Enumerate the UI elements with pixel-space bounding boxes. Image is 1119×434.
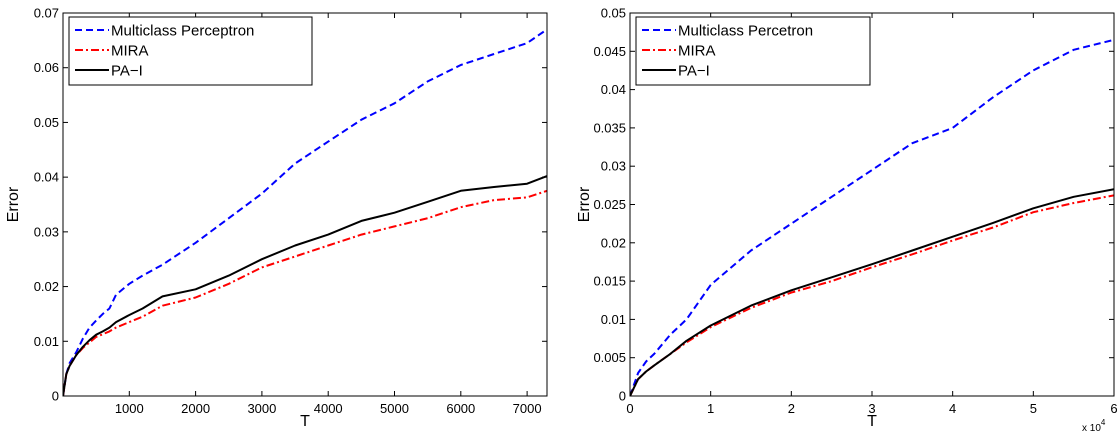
legend-label-3: PA−I	[111, 63, 143, 80]
x-tick-label: 2000	[181, 401, 210, 416]
x-tick-label: 1	[707, 401, 714, 416]
x-tick-label: 5	[1030, 401, 1037, 416]
legend-label-3: PA−I	[678, 63, 710, 80]
y-tick-label: 0.07	[34, 6, 59, 21]
x-axis-label: T	[300, 413, 310, 430]
y-tick-label: 0.02	[34, 279, 59, 294]
x-tick-label: 4	[949, 401, 956, 416]
legend: Multiclass Perceptron MIRA PA−I	[68, 16, 313, 86]
y-tick-label: 0.03	[601, 159, 626, 174]
y-tick-label: 0.05	[34, 115, 59, 130]
series-line-3	[630, 188, 1114, 396]
x-axis-label: T	[867, 413, 877, 430]
legend-box	[635, 16, 871, 86]
y-tick-label: 0.04	[34, 170, 59, 185]
series-line-2	[63, 189, 547, 396]
chart-panel-1: 1000 2000 3000 4000 5000 6000 7000 0 0.01 0.02 0.0…	[5, 6, 548, 430]
y-tick-label: 0	[619, 389, 626, 404]
x-tick-label: 6000	[446, 401, 475, 416]
legend-box	[68, 16, 313, 86]
y-tick-label: 0.02	[601, 235, 626, 250]
x-tick-label: 4000	[314, 401, 343, 416]
x-axis-multiplier: x 104	[1082, 418, 1106, 434]
y-tick-label: 0.05	[601, 6, 626, 21]
series-group	[630, 38, 1114, 396]
legend-label-2: MIRA	[678, 43, 716, 60]
y-tick-label: 0.01	[601, 312, 626, 327]
x-tick-label: 3	[868, 401, 875, 416]
x-tick-label: 7000	[513, 401, 542, 416]
y-tick-label: 0.015	[593, 274, 626, 289]
y-axis-label: Error	[576, 186, 593, 222]
series-line-1	[63, 28, 547, 396]
x-tick-label: 5000	[380, 401, 409, 416]
y-tick-label: 0.04	[601, 82, 626, 97]
y-tick-label: 0.01	[34, 334, 59, 349]
chart-panel-2: 0 1 2 3 4 5 6 0 0.005 0.01 0.015 0.02 0.025 0.03 0.035…	[576, 6, 1118, 434]
series-group	[63, 28, 547, 396]
x-multiplier-base: x 10	[1082, 423, 1101, 434]
series-line-3	[63, 175, 547, 396]
y-tick-label: 0.025	[593, 197, 626, 212]
y-tick-label: 0.035	[593, 120, 626, 135]
x-tick-label: 2	[788, 401, 795, 416]
plot-frame	[62, 12, 548, 397]
y-tick-label: 0.03	[34, 224, 59, 239]
legend-label-1: Multiclass Percetron	[678, 23, 813, 40]
y-tick-label: 0.045	[593, 44, 626, 59]
series-line-1	[630, 38, 1114, 396]
y-tick-label: 0.005	[593, 350, 626, 365]
x-tick-label: 6	[1110, 401, 1117, 416]
x-tick-label: 0	[626, 401, 633, 416]
x-multiplier-exponent: 4	[1101, 418, 1106, 427]
legend-label-2: MIRA	[111, 43, 149, 60]
y-axis-label: Error	[5, 186, 22, 222]
y-tick-label: 0	[52, 389, 59, 404]
legend: Multiclass Percetron MIRA PA−I	[635, 16, 871, 86]
y-tick-label: 0.06	[34, 60, 59, 75]
x-tick-label: 3000	[247, 401, 276, 416]
legend-label-1: Multiclass Perceptron	[111, 23, 254, 40]
x-tick-label: 1000	[115, 401, 144, 416]
